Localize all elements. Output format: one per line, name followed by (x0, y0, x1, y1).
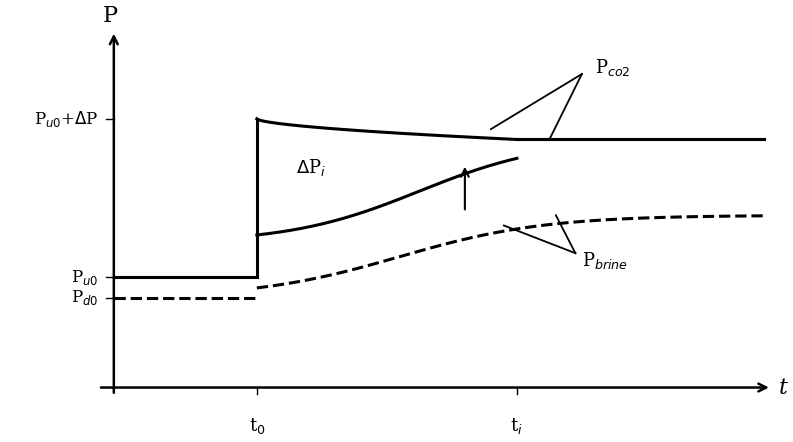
Text: P$_{co2}$: P$_{co2}$ (595, 57, 630, 78)
Text: $\Delta$P$_{i}$: $\Delta$P$_{i}$ (296, 156, 326, 178)
Text: t: t (779, 377, 788, 399)
Text: P$_{u0}$: P$_{u0}$ (71, 268, 98, 287)
Text: P$_{d0}$: P$_{d0}$ (71, 289, 98, 308)
Text: P$_{brine}$: P$_{brine}$ (582, 250, 628, 271)
Text: P: P (102, 5, 117, 27)
Text: t$_{i}$: t$_{i}$ (511, 416, 523, 436)
Text: P$_{u0}$+$\Delta$P: P$_{u0}$+$\Delta$P (33, 109, 98, 129)
Text: t$_{0}$: t$_{0}$ (248, 416, 265, 436)
